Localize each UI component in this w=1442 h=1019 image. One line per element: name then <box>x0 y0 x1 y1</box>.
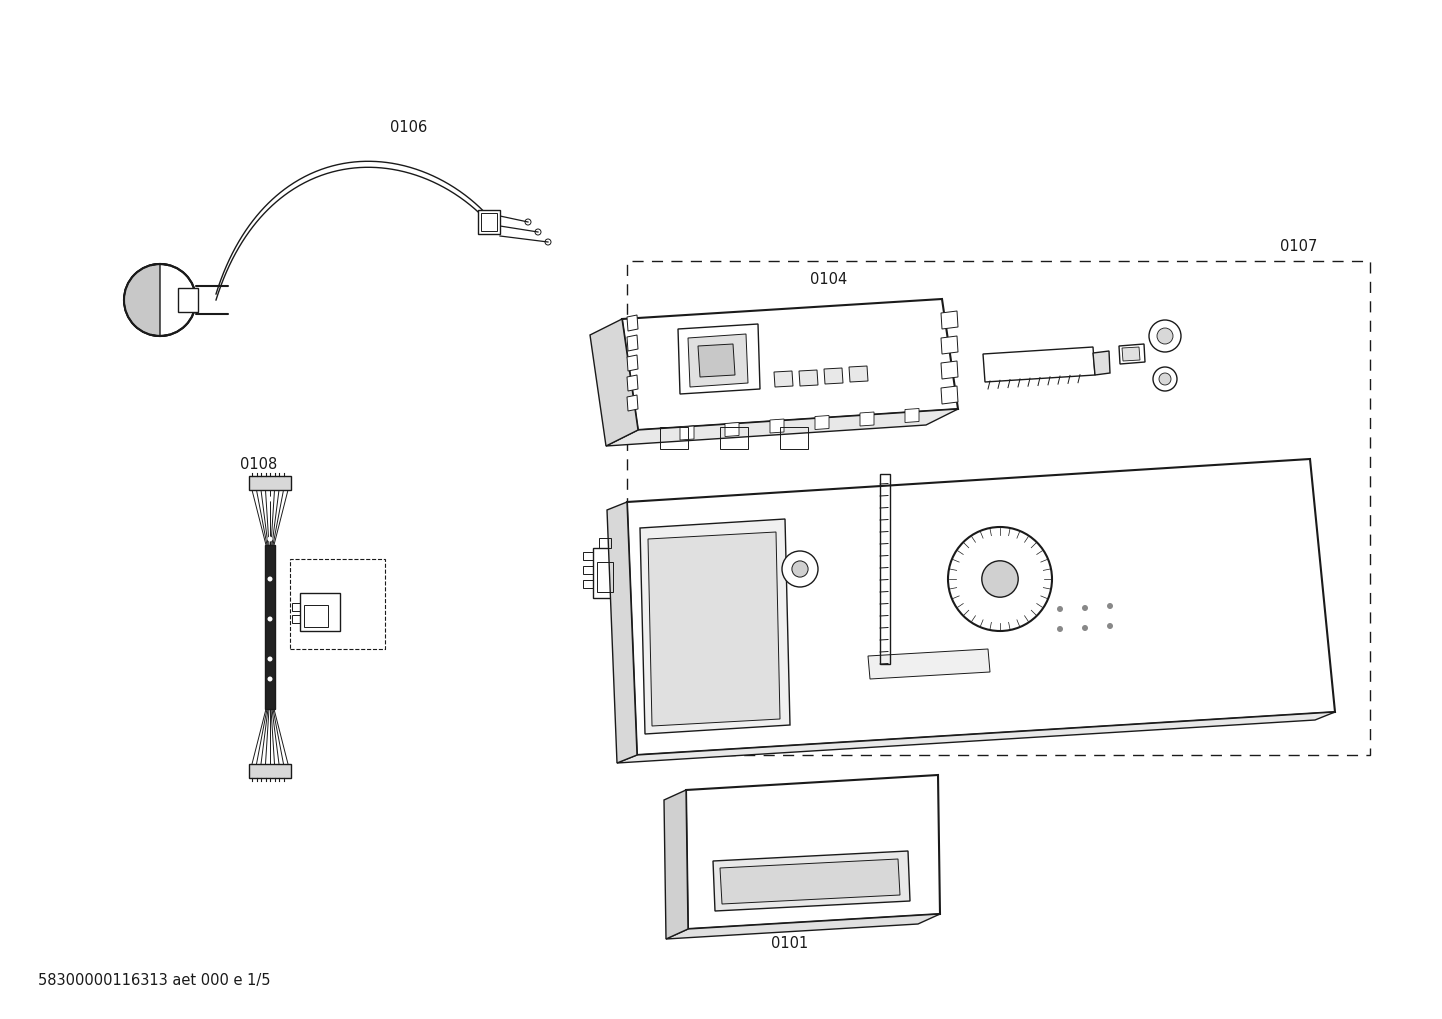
Text: 58300000116313 aet 000 e 1/5: 58300000116313 aet 000 e 1/5 <box>37 973 271 988</box>
Circle shape <box>1057 626 1063 632</box>
Bar <box>583 580 593 588</box>
Polygon shape <box>906 409 919 423</box>
Circle shape <box>1107 603 1113 609</box>
Bar <box>477 210 500 234</box>
Bar <box>597 562 613 592</box>
Polygon shape <box>942 361 957 379</box>
Bar <box>880 474 890 664</box>
Polygon shape <box>688 334 748 387</box>
Polygon shape <box>1119 344 1145 364</box>
Circle shape <box>1057 606 1063 612</box>
Polygon shape <box>983 347 1094 382</box>
Polygon shape <box>627 375 637 391</box>
Circle shape <box>1156 328 1172 344</box>
Circle shape <box>1082 625 1089 631</box>
Polygon shape <box>627 335 637 351</box>
Text: 0108: 0108 <box>239 457 277 472</box>
Bar <box>627 261 1370 755</box>
Text: 0106: 0106 <box>389 119 427 135</box>
Circle shape <box>124 264 196 336</box>
Circle shape <box>1082 605 1089 611</box>
Polygon shape <box>640 519 790 734</box>
Bar <box>300 593 340 631</box>
Polygon shape <box>627 395 637 411</box>
Bar <box>290 559 385 649</box>
Polygon shape <box>942 336 957 354</box>
Polygon shape <box>774 371 793 387</box>
Polygon shape <box>712 851 910 911</box>
Bar <box>249 764 291 777</box>
Bar <box>291 603 300 611</box>
Bar <box>583 566 593 574</box>
Circle shape <box>782 551 818 587</box>
Polygon shape <box>799 370 818 386</box>
Polygon shape <box>770 419 784 433</box>
Polygon shape <box>698 344 735 377</box>
Text: 0107: 0107 <box>1280 238 1318 254</box>
Bar <box>177 288 198 312</box>
Polygon shape <box>859 412 874 426</box>
Bar <box>304 605 327 627</box>
Polygon shape <box>686 775 940 929</box>
Polygon shape <box>663 790 688 938</box>
Polygon shape <box>1093 351 1110 375</box>
Polygon shape <box>720 859 900 904</box>
Text: 0103: 0103 <box>681 561 717 577</box>
Wedge shape <box>124 264 160 336</box>
Polygon shape <box>607 502 637 763</box>
Circle shape <box>1159 373 1171 385</box>
Polygon shape <box>868 649 991 679</box>
Bar <box>482 213 497 231</box>
Bar <box>291 615 300 623</box>
Circle shape <box>268 616 273 622</box>
Polygon shape <box>1122 347 1141 361</box>
Polygon shape <box>725 423 738 436</box>
Bar <box>660 427 688 449</box>
Polygon shape <box>627 355 637 371</box>
Polygon shape <box>622 299 957 430</box>
Text: 0101: 0101 <box>771 936 809 952</box>
Polygon shape <box>590 319 637 446</box>
Bar <box>593 548 622 598</box>
Bar <box>598 538 611 548</box>
Circle shape <box>268 536 273 541</box>
Text: 0105: 0105 <box>629 562 665 578</box>
Bar <box>265 545 275 709</box>
Circle shape <box>1107 623 1113 629</box>
Polygon shape <box>666 914 940 938</box>
Polygon shape <box>606 409 957 446</box>
Bar <box>249 476 291 490</box>
Polygon shape <box>681 426 694 440</box>
Polygon shape <box>942 386 957 404</box>
Circle shape <box>947 527 1053 631</box>
Polygon shape <box>678 324 760 394</box>
Polygon shape <box>617 712 1335 763</box>
Polygon shape <box>849 366 868 382</box>
Text: 0104: 0104 <box>810 271 848 286</box>
Polygon shape <box>823 368 844 384</box>
Circle shape <box>792 560 808 577</box>
Circle shape <box>1154 367 1177 391</box>
Circle shape <box>268 496 273 501</box>
Polygon shape <box>942 311 957 329</box>
Circle shape <box>1149 320 1181 352</box>
Circle shape <box>268 677 273 682</box>
Bar <box>780 427 808 449</box>
Bar <box>720 427 748 449</box>
Polygon shape <box>647 532 780 726</box>
Circle shape <box>982 560 1018 597</box>
Polygon shape <box>627 459 1335 755</box>
Polygon shape <box>815 416 829 429</box>
Text: 0102: 0102 <box>1151 582 1187 596</box>
Circle shape <box>268 656 273 661</box>
Polygon shape <box>627 315 637 331</box>
Circle shape <box>268 577 273 582</box>
Bar <box>583 552 593 560</box>
